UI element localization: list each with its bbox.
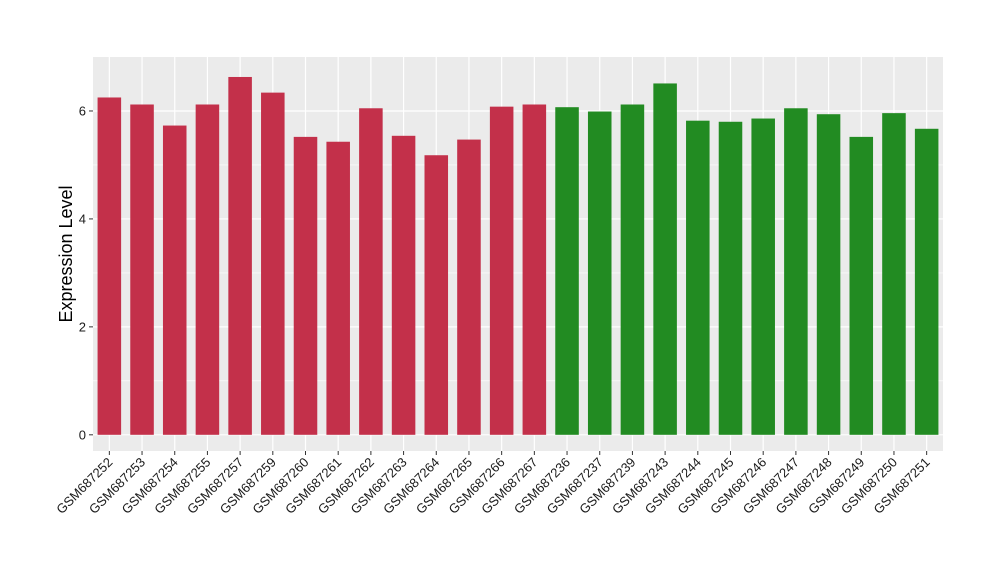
bar-GSM687262 [359, 108, 383, 435]
bar-GSM687260 [293, 136, 318, 435]
bar-GSM687239 [620, 104, 645, 435]
y-tick-label: 2 [79, 319, 86, 334]
bar-GSM687253 [130, 104, 154, 435]
y-axis-title: Expression Level [56, 185, 76, 322]
y-tick-label: 6 [79, 103, 86, 118]
bar-GSM687267 [522, 104, 547, 435]
bar-GSM687248 [816, 114, 841, 435]
bars [97, 76, 939, 435]
bar-GSM687255 [195, 104, 220, 435]
bar-GSM687250 [882, 113, 906, 435]
bar-GSM687236 [555, 107, 579, 435]
bar-GSM687243 [653, 83, 677, 435]
bar-GSM687257 [228, 76, 252, 435]
bar-GSM687261 [326, 141, 350, 435]
bar-GSM687249 [849, 136, 874, 435]
y-axis: 0 2 4 6 [79, 103, 93, 442]
bar-GSM687259 [261, 92, 285, 435]
bar-GSM687264 [424, 155, 449, 435]
bar-GSM687237 [587, 111, 612, 435]
bar-GSM687247 [784, 108, 808, 435]
bar-GSM687245 [718, 121, 743, 435]
bar-GSM687265 [457, 139, 481, 435]
bar-GSM687254 [162, 125, 187, 435]
x-axis: GSM687252GSM687253GSM687254GSM687255GSM6… [53, 451, 933, 517]
bar-GSM687252 [97, 97, 122, 435]
bar-GSM687244 [686, 120, 710, 435]
bar-GSM687251 [914, 128, 939, 435]
y-tick-label: 4 [79, 211, 86, 226]
bar-GSM687266 [489, 106, 514, 435]
y-tick-label: 0 [79, 427, 86, 442]
bar-GSM687263 [391, 135, 416, 435]
bar-GSM687246 [751, 118, 775, 435]
plot-panel [93, 57, 943, 451]
